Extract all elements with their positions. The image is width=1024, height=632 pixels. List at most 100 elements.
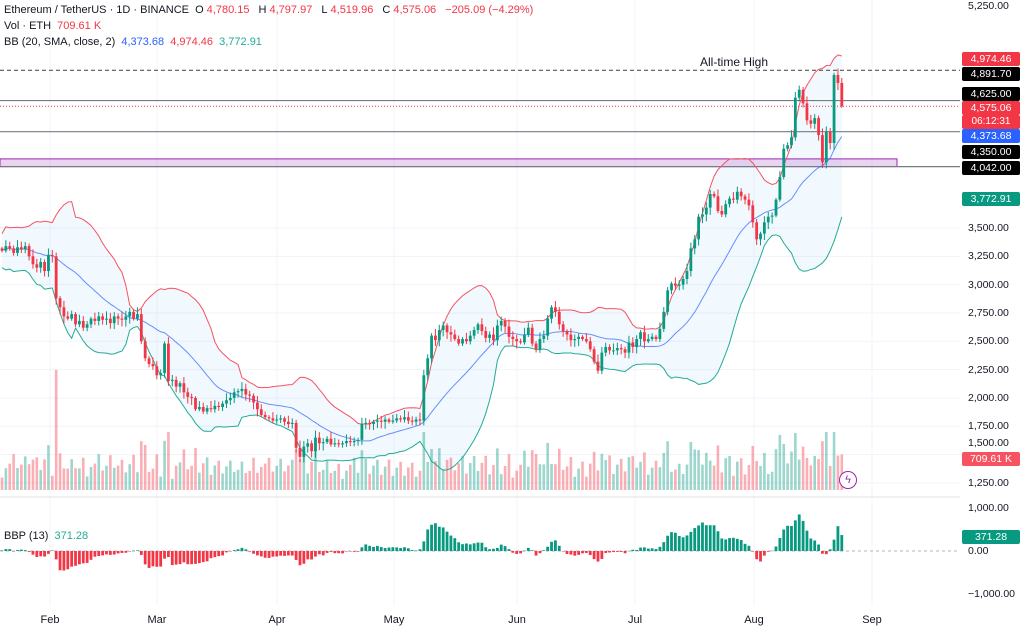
candle-body xyxy=(81,320,85,328)
volume-bar xyxy=(422,432,426,490)
candle-body xyxy=(155,366,159,376)
volume-bar xyxy=(674,469,677,490)
bbp-bar xyxy=(290,551,294,556)
bbp-bar xyxy=(151,551,155,567)
volume-bar xyxy=(523,450,526,490)
close-label: C xyxy=(382,4,391,16)
bbp-bar xyxy=(406,548,410,551)
bbp-bar xyxy=(39,551,43,557)
candle-body xyxy=(828,131,832,144)
volume-bar xyxy=(170,478,174,490)
candle-body xyxy=(565,331,569,335)
bbp-bar xyxy=(399,548,403,551)
bbp-bar xyxy=(368,545,372,551)
bbp-bar xyxy=(666,535,670,551)
lightning-icon[interactable]: ϟ xyxy=(839,471,857,489)
volume-bar xyxy=(403,475,406,490)
bbp-bar xyxy=(747,545,751,551)
candle-body xyxy=(747,199,751,206)
candle-body xyxy=(375,420,379,422)
volume-bar xyxy=(705,452,708,490)
bbp-bar xyxy=(534,551,538,556)
volume-bar xyxy=(534,454,538,490)
candle-body xyxy=(673,283,677,286)
candle-body xyxy=(542,335,546,340)
bbp-bar xyxy=(569,551,573,555)
price-axis-tick: 5,250.00 xyxy=(968,0,1009,12)
bbp-bar xyxy=(70,551,74,567)
candle-body xyxy=(16,247,19,253)
volume-bar xyxy=(62,468,66,490)
volume-bar xyxy=(27,464,31,490)
candle-body xyxy=(78,320,81,325)
bbp-bar xyxy=(461,544,464,551)
candle-body xyxy=(352,441,356,443)
bbp-bar xyxy=(743,543,747,551)
volume-bar xyxy=(759,466,762,490)
bbp-bar xyxy=(81,551,85,564)
volume-bar xyxy=(120,459,124,490)
candle-body xyxy=(604,346,608,353)
volume-bar xyxy=(527,466,530,490)
candle-body xyxy=(693,239,697,249)
bbp-bar xyxy=(840,535,844,551)
candle-body xyxy=(615,348,619,351)
bbp-bar xyxy=(720,538,724,551)
volume-bar xyxy=(325,460,329,490)
bbp-bar xyxy=(581,551,584,554)
volume-bar xyxy=(619,458,623,490)
bbp-bar xyxy=(480,542,484,551)
volume-bar xyxy=(755,461,758,490)
bbp-bar xyxy=(221,551,224,556)
volume-bar xyxy=(646,474,650,490)
bbp-bar xyxy=(306,551,310,560)
bbp-bar xyxy=(197,551,201,564)
bbp-bar xyxy=(449,535,453,551)
bbp-bar xyxy=(213,551,217,558)
bbp-bar xyxy=(170,551,174,566)
bbp-bar xyxy=(16,550,19,551)
bbp-bar xyxy=(561,551,565,552)
bb-lower-value: 3,772.91 xyxy=(219,36,262,48)
candle-body xyxy=(708,194,712,208)
bbp-bar xyxy=(12,551,16,552)
volume-bar xyxy=(194,448,197,490)
volume-bar xyxy=(825,432,828,490)
volume-bar xyxy=(677,463,681,490)
volume-bar xyxy=(797,459,801,490)
candle-body xyxy=(286,421,290,425)
volume-bar xyxy=(51,475,54,490)
volume-bar xyxy=(201,463,205,490)
volume-bar xyxy=(836,455,840,490)
volume-bar xyxy=(217,460,221,490)
candle-body xyxy=(755,222,759,240)
candle-body xyxy=(790,137,793,146)
time-axis-tick: Apr xyxy=(268,614,286,626)
volume-bar xyxy=(279,458,282,490)
bbp-bar xyxy=(523,550,526,552)
bbp-bar xyxy=(472,543,476,551)
volume-bar xyxy=(530,450,534,490)
candle-body xyxy=(639,332,642,340)
bb-basis-value: 4,373.68 xyxy=(121,36,165,48)
volume-bar xyxy=(372,465,375,490)
candle-body xyxy=(612,350,615,352)
candle-body xyxy=(259,409,263,415)
bbp-bar xyxy=(50,550,54,551)
candle-body xyxy=(499,320,503,326)
bbp-bar xyxy=(27,551,31,552)
candle-body xyxy=(631,342,635,347)
volume-bar xyxy=(116,465,120,490)
bbp-bar xyxy=(588,551,592,556)
bbp-bar xyxy=(236,549,240,551)
volume-bar xyxy=(430,449,433,490)
volume-bar xyxy=(716,445,720,490)
candle-body xyxy=(62,307,66,317)
candle-body xyxy=(186,392,190,397)
bbp-bar xyxy=(708,525,712,551)
price-tag: 371.28 xyxy=(962,530,1020,544)
candle-body xyxy=(704,207,708,215)
volume-bar xyxy=(147,472,151,490)
volume-bar xyxy=(225,466,228,490)
